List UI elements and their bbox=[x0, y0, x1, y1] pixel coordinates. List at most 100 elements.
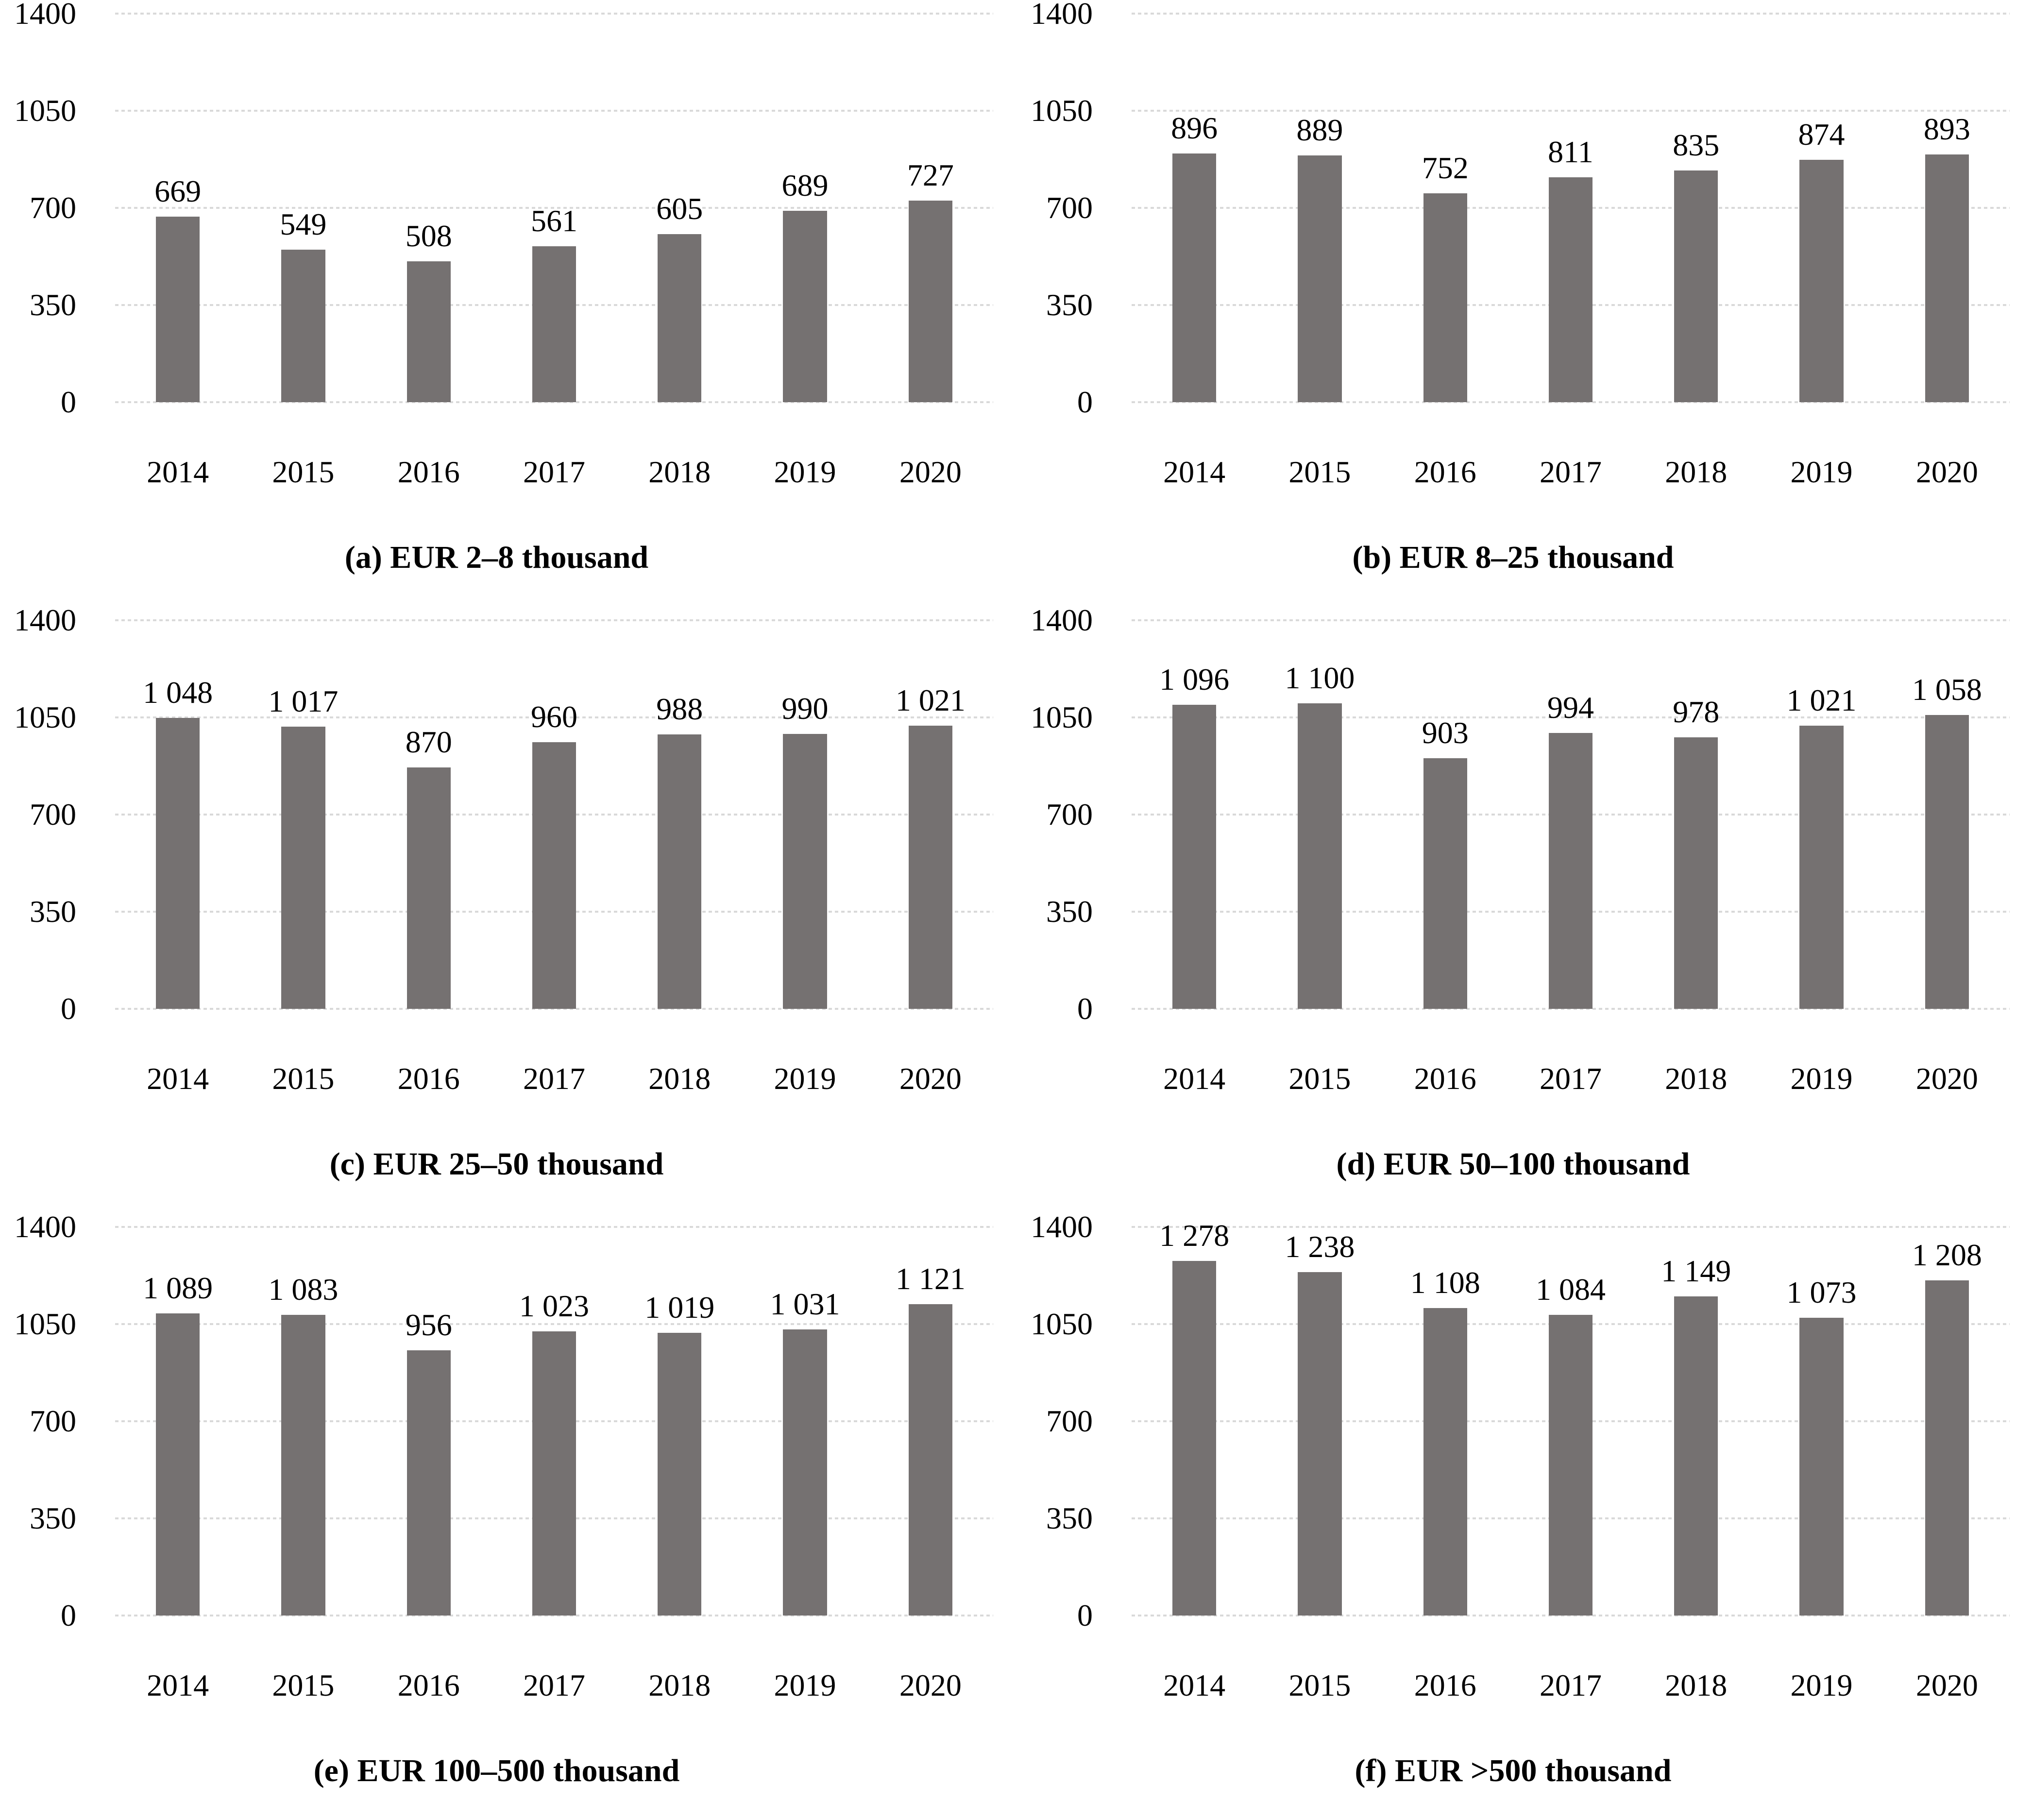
gridline bbox=[115, 110, 993, 112]
bar-slot: 994 bbox=[1508, 620, 1633, 1009]
y-tick-label: 1400 bbox=[14, 0, 76, 31]
plot-area: 1 096 1 100 903 994 978 1 021 1 058 bbox=[1132, 619, 2010, 1010]
x-tick-label: 2017 bbox=[523, 1061, 585, 1096]
y-tick-label: 0 bbox=[1077, 991, 1093, 1026]
gridline bbox=[115, 716, 993, 718]
bar-b-2016: 752 bbox=[1422, 153, 1469, 402]
bar-b-2020: 893 bbox=[1924, 113, 1970, 402]
x-axis-spacer bbox=[1016, 1668, 1132, 1703]
bar-value-label: 1 208 bbox=[1912, 1237, 1982, 1272]
x-tick-label: 2015 bbox=[1288, 1668, 1351, 1702]
bar-value-label: 727 bbox=[907, 157, 954, 192]
bar-slot: 1 278 bbox=[1132, 1220, 1257, 1616]
x-axis-spacer bbox=[0, 1668, 115, 1703]
gridline bbox=[115, 619, 993, 621]
x-axis: 2014 2015 2016 2017 2018 2019 2020 bbox=[115, 455, 993, 490]
bar-value-label: 956 bbox=[405, 1307, 452, 1342]
bar-e-2020: 1 121 bbox=[896, 1263, 966, 1616]
x-tick-label: 2017 bbox=[1539, 1061, 1602, 1096]
x-tick-label: 2020 bbox=[1915, 455, 1978, 489]
x-tick-label: 2018 bbox=[1665, 455, 1728, 489]
chart-caption: (b) EUR 8–25 thousand bbox=[1352, 540, 1674, 575]
bars-layer: 1 089 1 083 956 1 023 1 019 1 031 1 121 bbox=[115, 1227, 993, 1616]
gridline bbox=[1132, 13, 2010, 15]
bar-value-label: 1 021 bbox=[1786, 682, 1857, 717]
bars-layer: 1 278 1 238 1 108 1 084 1 149 1 073 1 208 bbox=[1132, 1220, 2010, 1616]
x-tick-label: 2014 bbox=[147, 1061, 209, 1096]
bar-slot: 960 bbox=[491, 620, 617, 1009]
bar-c-2014: 1 048 bbox=[143, 677, 213, 1009]
gridline bbox=[115, 401, 993, 403]
y-tick-label: 350 bbox=[30, 894, 76, 929]
x-tick-label: 2016 bbox=[1414, 1061, 1476, 1096]
gridline bbox=[115, 1615, 993, 1616]
x-tick-label: 2015 bbox=[1288, 455, 1351, 489]
y-tick-label: 700 bbox=[1046, 190, 1093, 225]
bar-c-2018: 988 bbox=[656, 694, 703, 1009]
bar-slot: 1 083 bbox=[240, 1227, 366, 1616]
x-tick-label: 2016 bbox=[397, 1061, 460, 1096]
plot-area: 1 089 1 083 956 1 023 1 019 1 031 1 121 bbox=[115, 1226, 993, 1616]
bar-slot: 669 bbox=[115, 14, 240, 402]
bar-value-label: 1 149 bbox=[1661, 1254, 1731, 1289]
bar-value-label: 994 bbox=[1547, 690, 1594, 725]
bar-d-2016: 903 bbox=[1422, 717, 1469, 1009]
bar-a-2016: 508 bbox=[406, 220, 452, 402]
bar-e-2017: 1 023 bbox=[519, 1291, 589, 1616]
gridline bbox=[115, 13, 993, 15]
x-axis-spacer bbox=[0, 455, 115, 490]
bar-slot: 605 bbox=[617, 14, 742, 402]
bar-value-label: 811 bbox=[1548, 134, 1593, 169]
plot-row: 1400 1050 700 350 0 669 549 508 561 605 689 727 bbox=[0, 0, 993, 418]
bar-value-label: 1 017 bbox=[268, 683, 339, 718]
y-axis: 1400 1050 700 350 0 bbox=[1016, 0, 1132, 418]
bar-value-label: 1 048 bbox=[143, 675, 213, 710]
y-axis: 1400 1050 700 350 0 bbox=[1016, 1211, 1132, 1631]
bar-slot: 752 bbox=[1383, 14, 1508, 402]
y-tick-label: 1050 bbox=[14, 1307, 76, 1341]
bar-d-2015: 1 100 bbox=[1285, 663, 1355, 1009]
bar-slot: 903 bbox=[1383, 620, 1508, 1009]
bar-slot: 1 031 bbox=[742, 1227, 867, 1616]
bar-slot: 1 089 bbox=[115, 1227, 240, 1616]
bar-value-label: 1 019 bbox=[644, 1290, 715, 1325]
x-tick-label: 2018 bbox=[648, 1061, 711, 1096]
plot-row: 1400 1050 700 350 0 1 048 1 017 870 960 988 990 1 … bbox=[0, 605, 993, 1024]
plot-row: 1400 1050 700 350 0 1 096 1 100 903 994 978 1 021… bbox=[1016, 605, 2010, 1024]
bar-d-2014: 1 096 bbox=[1159, 663, 1229, 1009]
bar-slot: 1 021 bbox=[868, 620, 993, 1009]
chart-panel-a: 1400 1050 700 350 0 669 549 508 561 605 689 727 20… bbox=[0, 0, 1016, 607]
y-tick-label: 700 bbox=[30, 1404, 76, 1438]
bar-value-label: 1 083 bbox=[268, 1272, 339, 1307]
bar-value-label: 990 bbox=[781, 691, 829, 726]
bar-value-label: 1 073 bbox=[1786, 1275, 1857, 1310]
bar-slot: 727 bbox=[868, 14, 993, 402]
x-tick-label: 2020 bbox=[899, 1061, 962, 1096]
bar-value-label: 1 121 bbox=[895, 1261, 966, 1296]
bar-a-2020: 727 bbox=[907, 159, 954, 402]
y-tick-label: 0 bbox=[61, 991, 76, 1026]
x-axis-spacer bbox=[1016, 1061, 1132, 1096]
bar-d-2019: 1 021 bbox=[1787, 684, 1857, 1009]
x-tick-label: 2014 bbox=[1163, 1061, 1226, 1096]
y-tick-label: 350 bbox=[30, 1501, 76, 1535]
x-tick-label: 2015 bbox=[1288, 1061, 1351, 1096]
bar-d-2018: 978 bbox=[1673, 697, 1719, 1009]
x-axis-row: 2014 2015 2016 2017 2018 2019 2020 bbox=[0, 455, 993, 490]
bar-b-2014: 896 bbox=[1171, 113, 1218, 402]
bar-value-label: 988 bbox=[656, 692, 703, 727]
bar-slot: 870 bbox=[366, 620, 491, 1009]
bars-layer: 1 096 1 100 903 994 978 1 021 1 058 bbox=[1132, 620, 2010, 1009]
gridline bbox=[1132, 716, 2010, 718]
bar-f-2014: 1 278 bbox=[1159, 1220, 1229, 1616]
bar-c-2019: 990 bbox=[782, 693, 829, 1009]
y-tick-label: 700 bbox=[30, 797, 76, 832]
y-tick-label: 350 bbox=[1046, 288, 1093, 322]
bar-value-label: 1 058 bbox=[1912, 672, 1982, 707]
bar-slot: 549 bbox=[240, 14, 366, 402]
bar-slot: 893 bbox=[1884, 14, 2010, 402]
x-axis-spacer bbox=[1016, 455, 1132, 490]
y-tick-label: 0 bbox=[61, 1598, 76, 1633]
x-tick-label: 2015 bbox=[272, 455, 335, 489]
x-tick-label: 2020 bbox=[899, 455, 962, 489]
